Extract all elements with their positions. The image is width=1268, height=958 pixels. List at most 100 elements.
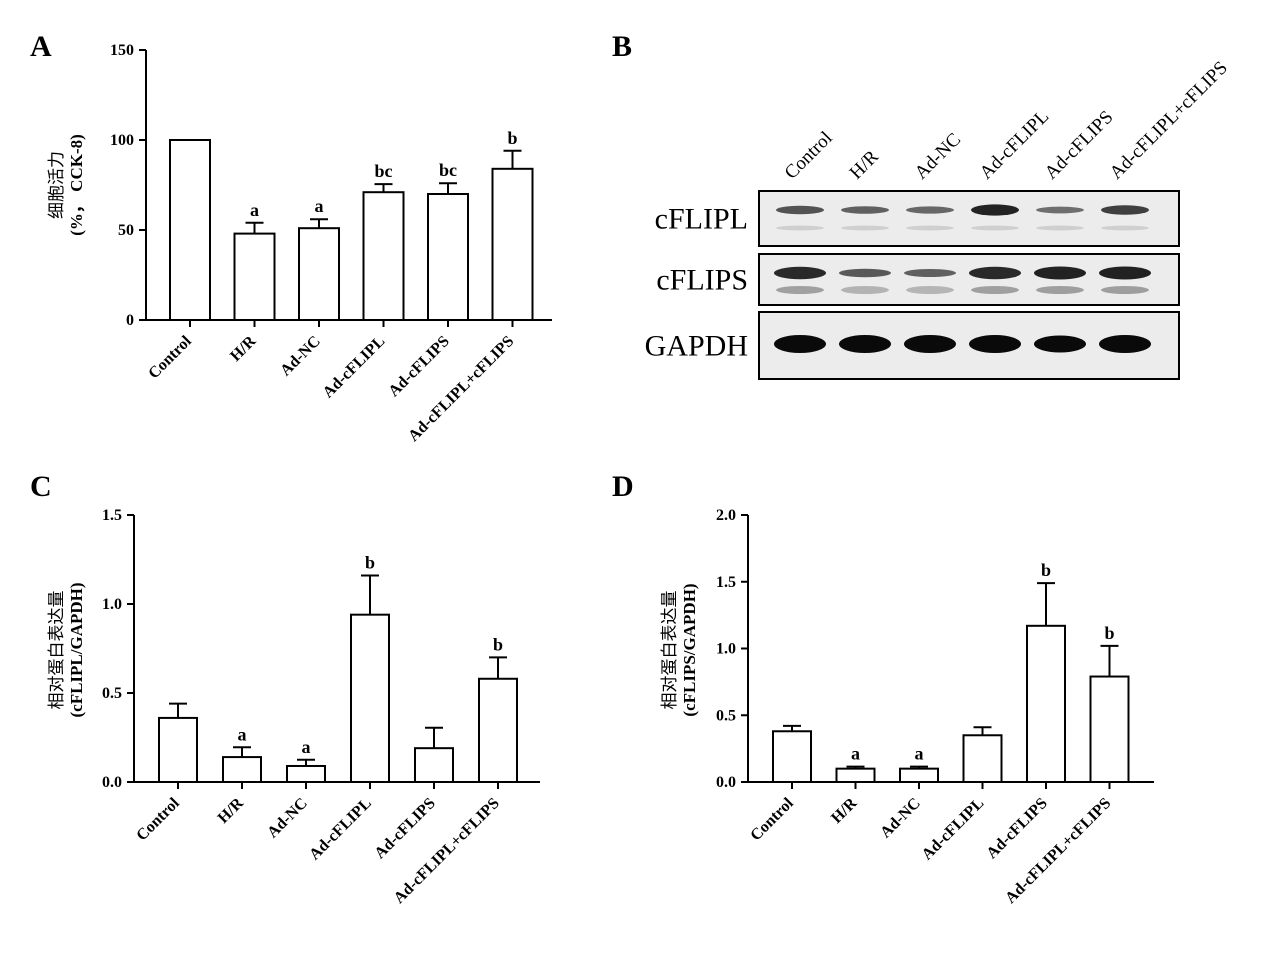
blot-row-label: GAPDH [645, 330, 748, 363]
blot-band-faint [776, 286, 824, 294]
y-tick-label: 0.5 [102, 685, 122, 702]
blot-band [1099, 266, 1151, 280]
y-axis-label-cjk: 相对蛋白表达量 [660, 591, 680, 710]
bar [362, 191, 405, 321]
blot-band [904, 335, 956, 353]
blot-band [906, 206, 954, 214]
blot-band [774, 335, 826, 353]
blot-band [971, 204, 1019, 216]
bar [233, 232, 276, 322]
blot-band-faint [841, 225, 889, 231]
bar [222, 756, 262, 784]
blot-row-label: cFLIPL [655, 203, 748, 236]
significance-label: b [1041, 560, 1051, 580]
panel-letter-b: B [612, 30, 633, 63]
blot-band [1036, 206, 1084, 214]
bar [286, 764, 326, 783]
y-axis-label-cjk: 细胞活力 [47, 151, 67, 219]
bar [414, 747, 454, 783]
bar [1089, 675, 1130, 783]
category-label: H/R [227, 332, 259, 364]
category-label: Ad-cFLIPS [385, 333, 452, 400]
western-blot: Control H/R Ad-NC Ad-cFLIPLAd-cFLIPSAd-cFLI… [645, 57, 1232, 380]
category-label: Ad-NC [264, 795, 311, 842]
bar [158, 716, 198, 783]
significance-label: a [315, 196, 324, 216]
blot-band-faint [1036, 225, 1084, 231]
blot-band [969, 335, 1021, 353]
significance-label: a [851, 744, 860, 764]
bar [169, 139, 211, 321]
y-axis-label: 相对蛋白表达量 (cFLIPL/GAPDH) [47, 582, 86, 717]
y-axis-label: 相对蛋白表达量 (cFLIPS/GAPDH) [660, 583, 699, 716]
lane-label: H/R [846, 146, 883, 183]
blot-band [1099, 335, 1151, 353]
blot-band-faint [1101, 225, 1149, 231]
blot-band [839, 335, 891, 353]
y-tick-label: 150 [110, 42, 134, 59]
y-axis-label-cjk: 相对蛋白表达量 [47, 591, 67, 710]
category-label: Ad-cFLIPL [919, 795, 988, 864]
category-label: Ad-cFLIPL+cFLIPS [405, 333, 517, 445]
blot-band-faint [906, 286, 954, 294]
y-axis-label-sub: (cFLIPL/GAPDH) [67, 582, 86, 717]
lane-label: Ad-cFLIPL+cFLIPS [1106, 57, 1232, 183]
y-tick-label: 0.5 [716, 707, 736, 724]
significance-label: b [365, 553, 375, 573]
y-tick-label: 2.0 [716, 507, 736, 524]
blot-membrane [758, 190, 1180, 247]
category-label: Ad-cFLIPL+cFLIPS [391, 795, 503, 907]
lane-label: Ad-NC [911, 129, 965, 183]
y-tick-label: 1.5 [716, 574, 736, 591]
significance-label: b [493, 634, 503, 654]
y-tick-label: 0 [126, 312, 134, 329]
blot-band-faint [971, 225, 1019, 231]
panel-letter-d: D [612, 470, 634, 503]
y-axis-label-sub: (%， CCK-8) [67, 134, 86, 236]
y-tick-label: 1.0 [716, 641, 736, 658]
significance-label: b [507, 128, 517, 148]
blot-band [774, 266, 826, 280]
category-label: H/R [215, 794, 247, 826]
blot-band-faint [971, 286, 1019, 294]
blot-band [969, 266, 1021, 280]
significance-label: bc [439, 160, 457, 180]
blot-band [1034, 335, 1086, 353]
lane-label: Ad-cFLIPS [1041, 107, 1118, 184]
significance-label: a [915, 744, 924, 764]
bar [899, 767, 939, 784]
y-axis-label: 细胞活力 (%， CCK-8) [47, 134, 86, 236]
category-label: Control [145, 332, 195, 382]
category-label: Control [133, 794, 183, 844]
blot-band-faint [776, 225, 824, 231]
blot-band-faint [841, 286, 889, 294]
bar [350, 613, 390, 783]
category-label: Ad-cFLIPL [306, 795, 375, 864]
significance-label: a [238, 724, 247, 744]
significance-label: b [1104, 623, 1114, 643]
significance-label: a [302, 737, 311, 757]
y-tick-label: 0.0 [716, 774, 736, 791]
category-label: Ad-cFLIPS [371, 795, 438, 862]
y-tick-label: 1.0 [102, 596, 122, 613]
category-label: Ad-NC [277, 333, 324, 380]
bar [491, 167, 534, 321]
bar [298, 227, 340, 321]
blot-band-faint [1036, 286, 1084, 294]
category-label: Ad-cFLIPS [983, 795, 1050, 862]
y-tick-label: 1.5 [102, 507, 122, 524]
category-label: Ad-cFLIPL [320, 333, 389, 402]
category-label: Ad-NC [877, 795, 924, 842]
panel-letter-a: A [30, 30, 52, 63]
blot-band [1034, 266, 1086, 280]
blot-band [904, 269, 956, 277]
blot-band [1101, 205, 1149, 215]
bar [427, 193, 469, 321]
blot-band-faint [906, 225, 954, 231]
significance-label: a [250, 200, 259, 220]
panel-letter-c: C [30, 470, 52, 503]
y-axis-label-sub: (cFLIPS/GAPDH) [680, 583, 699, 716]
y-tick-label: 50 [118, 222, 134, 239]
significance-label: bc [375, 161, 393, 181]
lane-label: Ad-cFLIPL [976, 106, 1054, 184]
